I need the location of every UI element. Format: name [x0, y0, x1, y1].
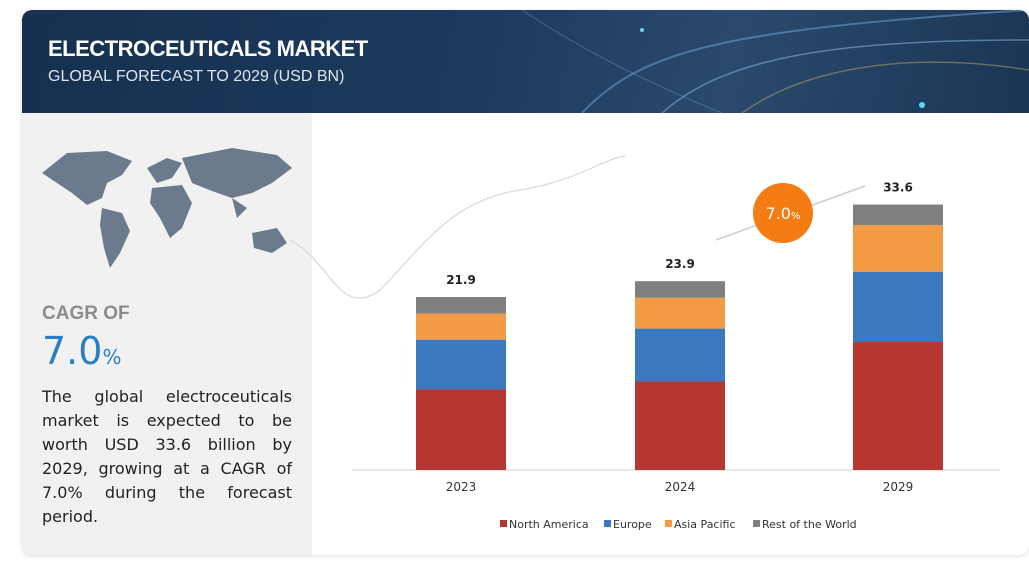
cagr-label: CAGR OF [42, 303, 130, 324]
bar-segment [416, 389, 506, 470]
subtitle: GLOBAL FORECAST TO 2029 (USD BN) [48, 68, 345, 85]
bar-segment [416, 313, 506, 340]
legend-label: Europe [613, 518, 652, 531]
bar-segment [853, 204, 943, 226]
cagr-number: 7.0 [42, 329, 103, 373]
summary-panel: CAGR OF 7.0% The global electroceuticals… [22, 113, 312, 555]
header: ELECTROCEUTICALS MARKET GLOBAL FORECAST … [22, 10, 1029, 113]
total-label: 21.9 [446, 273, 476, 287]
badge-text: 7.0% [766, 204, 801, 223]
total-label: 23.9 [665, 257, 695, 271]
title: ELECTROCEUTICALS MARKET [48, 36, 368, 61]
cagr-value: 7.0% [42, 329, 121, 373]
bar-segment [635, 381, 725, 470]
legend-swatch [500, 520, 507, 527]
bar-segment [853, 225, 943, 272]
bar-segment [635, 281, 725, 298]
bar-segment [416, 296, 506, 314]
total-label: 33.6 [883, 181, 913, 195]
summary-text: The global electroceuticals market is ex… [42, 387, 292, 526]
x-tick-label: 2024 [665, 480, 696, 494]
bar-segment [635, 328, 725, 382]
x-tick-label: 2029 [883, 480, 914, 494]
bar-segment [635, 297, 725, 329]
cagr-unit: % [102, 345, 122, 369]
decor-curve [289, 155, 626, 299]
legend-label: North America [509, 518, 589, 531]
legend-swatch [604, 520, 611, 527]
legend-label: Rest of the World [762, 518, 857, 531]
legend-label: Asia Pacific [674, 518, 736, 531]
legend-swatch [753, 520, 760, 527]
world-map [42, 148, 292, 268]
bar-segment [853, 271, 943, 343]
header-decoration [521, 10, 1029, 113]
badge-value: 7.0 [766, 204, 791, 223]
legend-swatch [665, 520, 672, 527]
badge-unit: % [791, 211, 801, 222]
bar-segment [853, 342, 943, 470]
x-tick-label: 2023 [446, 480, 477, 494]
cagr-badge [753, 183, 813, 243]
bar-segment [416, 339, 506, 390]
